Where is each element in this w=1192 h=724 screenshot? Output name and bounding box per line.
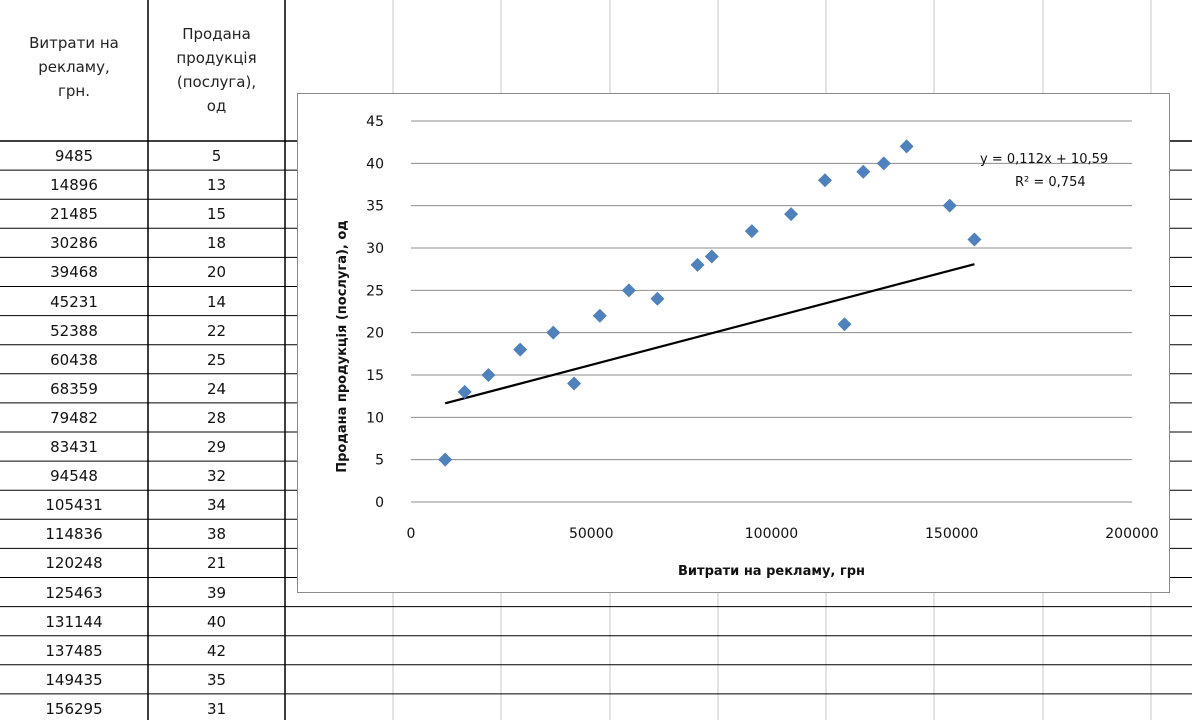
cell-ad-cost[interactable]: 105431 bbox=[45, 496, 103, 515]
cell-products-sold[interactable]: 34 bbox=[206, 496, 227, 515]
y-tick-label: 20 bbox=[366, 326, 384, 342]
cell-products-sold[interactable]: 24 bbox=[206, 379, 227, 398]
y-axis-title: Продана продукція (послуга), од bbox=[335, 220, 350, 473]
cell-ad-cost[interactable]: 52388 bbox=[50, 321, 98, 340]
cell-ad-cost[interactable]: 39468 bbox=[50, 263, 98, 282]
x-tick-label: 100000 bbox=[745, 526, 798, 542]
cell-ad-cost[interactable]: 83431 bbox=[50, 438, 98, 456]
trendline-r-squared: R² = 0,754 bbox=[1015, 175, 1086, 190]
data-point bbox=[481, 368, 496, 382]
cell-ad-cost[interactable]: 9485 bbox=[54, 147, 94, 165]
cell-products-sold[interactable]: 21 bbox=[206, 554, 227, 573]
cell-ad-cost[interactable]: 149435 bbox=[45, 670, 103, 689]
scatter-chart[interactable]: 0 5 10 15 20 25 30 35 40 45 0 50000 100000 150000 2000… bbox=[297, 93, 1170, 593]
cell-ad-cost[interactable]: 114836 bbox=[45, 525, 103, 544]
data-point bbox=[899, 139, 914, 154]
cell-ad-cost[interactable]: 21485 bbox=[50, 205, 98, 224]
cell-products-sold[interactable]: 42 bbox=[206, 641, 227, 660]
cell-ad-cost[interactable]: 120248 bbox=[45, 554, 103, 573]
y-tick-label: 35 bbox=[366, 199, 384, 215]
cell-products-sold[interactable]: 31 bbox=[206, 699, 227, 718]
data-point bbox=[967, 232, 982, 247]
cell-products-sold[interactable]: 13 bbox=[206, 176, 227, 195]
cell-products-sold[interactable]: 38 bbox=[206, 525, 227, 544]
x-tick-label: 0 bbox=[407, 526, 416, 542]
data-point bbox=[690, 257, 705, 272]
y-tick-label: 10 bbox=[366, 410, 384, 426]
data-point bbox=[837, 317, 852, 332]
cell-products-sold[interactable]: 32 bbox=[206, 467, 227, 486]
cell-products-sold[interactable]: 22 bbox=[206, 321, 227, 340]
cell-ad-cost[interactable]: 156295 bbox=[45, 699, 103, 718]
data-point bbox=[546, 325, 561, 340]
column-header-products-sold: Продана продукція (послуга), од bbox=[176, 25, 257, 115]
cell-ad-cost[interactable]: 68359 bbox=[50, 379, 98, 398]
data-point bbox=[744, 224, 759, 239]
cell-products-sold[interactable]: 5 bbox=[211, 147, 222, 165]
x-axis-title: Витрати на рекламу, грн bbox=[678, 564, 865, 579]
cell-products-sold[interactable]: 14 bbox=[206, 292, 227, 311]
y-tick-label: 0 bbox=[375, 495, 384, 511]
data-point bbox=[817, 173, 832, 188]
cell-products-sold[interactable]: 20 bbox=[206, 263, 227, 282]
cell-ad-cost[interactable]: 137485 bbox=[45, 641, 103, 660]
cell-ad-cost[interactable]: 30286 bbox=[50, 234, 98, 253]
y-tick-label: 25 bbox=[366, 283, 384, 299]
y-tick-label: 15 bbox=[366, 368, 384, 384]
x-tick-label: 150000 bbox=[925, 526, 978, 542]
x-tick-label: 200000 bbox=[1105, 526, 1158, 542]
cell-ad-cost[interactable]: 79482 bbox=[50, 408, 98, 427]
cell-ad-cost[interactable]: 45231 bbox=[50, 292, 98, 311]
data-point bbox=[457, 384, 472, 399]
cell-ad-cost[interactable]: 94548 bbox=[50, 467, 98, 486]
data-point bbox=[592, 308, 607, 323]
trendline-equation: y = 0,112x + 10,59 bbox=[980, 152, 1108, 167]
column-header-ad-costs: Витрати на рекламу, грн. bbox=[29, 34, 119, 100]
y-tick-label: 45 bbox=[366, 114, 384, 130]
cell-ad-cost[interactable]: 131144 bbox=[45, 612, 103, 631]
cell-products-sold[interactable]: 28 bbox=[206, 408, 227, 427]
cell-ad-cost[interactable]: 60438 bbox=[50, 350, 98, 369]
data-point bbox=[942, 198, 957, 213]
cell-products-sold[interactable]: 15 bbox=[206, 205, 227, 224]
data-point bbox=[438, 452, 453, 467]
y-tick-label: 5 bbox=[375, 453, 384, 469]
cell-ad-cost[interactable]: 14896 bbox=[50, 176, 98, 195]
y-tick-label: 40 bbox=[366, 156, 384, 172]
data-point bbox=[784, 207, 799, 222]
data-point bbox=[621, 283, 636, 298]
data-point bbox=[856, 164, 871, 179]
data-point bbox=[650, 291, 665, 306]
cell-products-sold[interactable]: 39 bbox=[206, 583, 227, 602]
data-point bbox=[513, 342, 528, 357]
cell-products-sold[interactable]: 25 bbox=[206, 350, 227, 369]
x-tick-label: 50000 bbox=[569, 526, 614, 542]
chart-canvas: 0 5 10 15 20 25 30 35 40 45 0 50000 100000 150000 2000… bbox=[335, 114, 1159, 579]
cell-products-sold[interactable]: 40 bbox=[206, 612, 227, 631]
trendline bbox=[444, 263, 975, 405]
cell-products-sold[interactable]: 35 bbox=[206, 670, 227, 689]
cell-products-sold[interactable]: 29 bbox=[206, 438, 227, 456]
data-point bbox=[704, 249, 719, 264]
cell-ad-cost[interactable]: 125463 bbox=[45, 583, 103, 602]
y-tick-label: 30 bbox=[366, 241, 384, 257]
data-point bbox=[876, 156, 891, 171]
data-point bbox=[567, 376, 582, 391]
cell-products-sold[interactable]: 18 bbox=[206, 234, 227, 253]
